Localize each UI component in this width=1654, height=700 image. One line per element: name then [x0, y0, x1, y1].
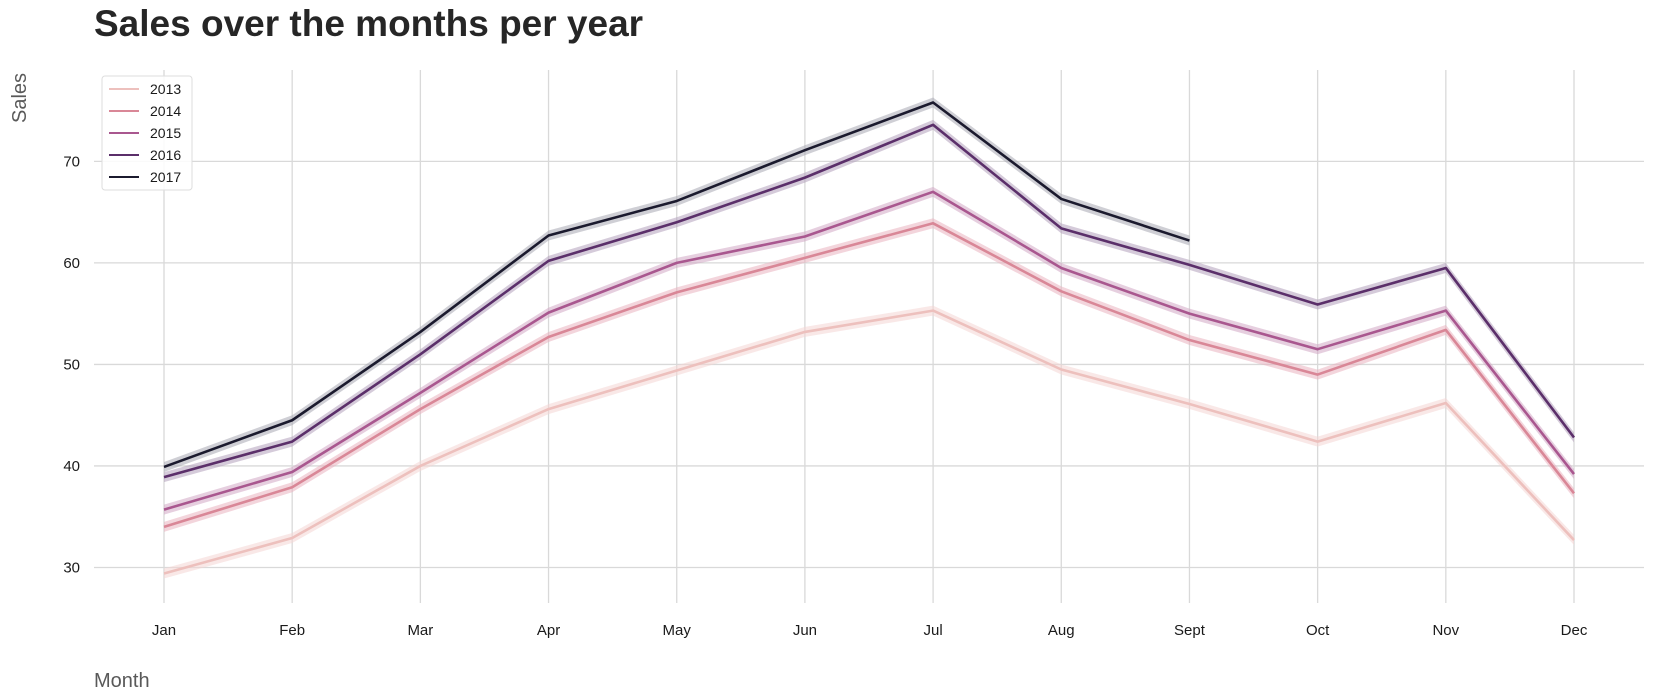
y-tick-label: 40: [63, 458, 80, 475]
legend-label-2016: 2016: [150, 147, 181, 163]
series-line-2013: [163, 309, 1575, 575]
confidence-bands: [164, 97, 1574, 579]
x-tick-label: Oct: [1306, 622, 1330, 639]
x-tick-label: Jan: [152, 622, 176, 639]
legend-frame: [101, 75, 193, 191]
x-tick-label: Jun: [793, 622, 817, 639]
legend-label-2014: 2014: [150, 103, 181, 119]
x-tick-label: Jul: [923, 622, 942, 639]
y-tick-label: 70: [63, 153, 80, 170]
x-tick-label: Nov: [1432, 622, 1459, 639]
x-tick-label: Mar: [407, 622, 433, 639]
legend-label-2017: 2017: [150, 169, 181, 185]
grid: [94, 70, 1644, 603]
series-line-2016: [163, 123, 1576, 479]
confidence-band-2016: [164, 119, 1574, 483]
series-lines: [163, 101, 1576, 575]
x-tick-label: Dec: [1561, 622, 1588, 639]
x-tick-label: Aug: [1048, 622, 1075, 639]
series-line-2014: [163, 222, 1576, 529]
series-line-2015: [163, 190, 1576, 511]
x-tick-label: Apr: [537, 622, 560, 639]
legend-label-2015: 2015: [150, 125, 181, 141]
x-tick-label: May: [663, 622, 692, 639]
x-tick-label: Sept: [1174, 622, 1206, 639]
x-tick-label: Feb: [279, 622, 305, 639]
y-tick-label: 30: [63, 559, 80, 576]
legend-label-2013: 2013: [150, 81, 181, 97]
confidence-band-2014: [164, 218, 1574, 532]
chart-title: Sales over the months per year: [94, 3, 643, 44]
confidence-band-2017: [164, 97, 1190, 472]
legend: 2013 2014 2015 2016 2017: [101, 75, 193, 191]
series-line-2017: [163, 101, 1190, 469]
confidence-band-2013: [164, 305, 1574, 579]
x-axis-label: Month: [94, 670, 150, 692]
y-tick-label: 60: [63, 255, 80, 272]
tick-labels: Jan Feb Mar Apr May Jun Jul Aug Sept Oct Nov Dec 30 4…: [63, 153, 1588, 639]
y-axis-label: Sales: [9, 73, 31, 123]
y-tick-label: 50: [63, 356, 80, 373]
